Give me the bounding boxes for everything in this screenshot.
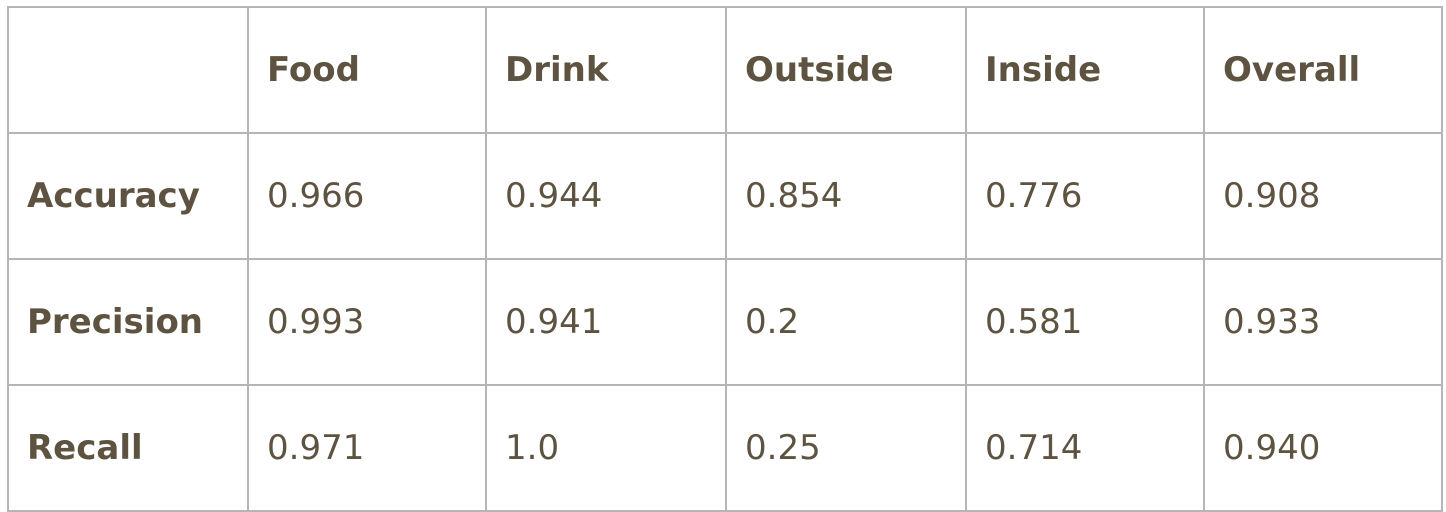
table-cell: 0.971 <box>247 384 487 512</box>
table-cell: 0.854 <box>725 132 967 260</box>
table-cell: 0.908 <box>1203 132 1443 260</box>
table-cell: 0.941 <box>485 258 727 386</box>
column-header-food: Food <box>247 6 487 134</box>
row-header-recall: Recall <box>7 384 249 512</box>
row-header-accuracy: Accuracy <box>7 132 249 260</box>
table-cell: 0.993 <box>247 258 487 386</box>
table-cell: 0.940 <box>1203 384 1443 512</box>
column-header-outside: Outside <box>725 6 967 134</box>
table-row-recall: Recall 0.971 1.0 0.25 0.714 0.940 <box>7 384 1443 512</box>
table-header-row: Food Drink Outside Inside Overall <box>7 6 1443 134</box>
table-cell: 0.2 <box>725 258 967 386</box>
table-row-precision: Precision 0.993 0.941 0.2 0.581 0.933 <box>7 258 1443 386</box>
table-cell: 0.944 <box>485 132 727 260</box>
corner-cell <box>7 6 249 134</box>
row-header-precision: Precision <box>7 258 249 386</box>
table-cell: 0.966 <box>247 132 487 260</box>
column-header-inside: Inside <box>965 6 1205 134</box>
table-cell: 1.0 <box>485 384 727 512</box>
table-row-accuracy: Accuracy 0.966 0.944 0.854 0.776 0.908 <box>7 132 1443 260</box>
table-cell: 0.714 <box>965 384 1205 512</box>
table-cell: 0.933 <box>1203 258 1443 386</box>
table-cell: 0.25 <box>725 384 967 512</box>
metrics-table-container: Food Drink Outside Inside Overall Accura… <box>7 6 1443 512</box>
table-cell: 0.581 <box>965 258 1205 386</box>
metrics-table: Food Drink Outside Inside Overall Accura… <box>7 6 1443 512</box>
column-header-overall: Overall <box>1203 6 1443 134</box>
table-cell: 0.776 <box>965 132 1205 260</box>
column-header-drink: Drink <box>485 6 727 134</box>
